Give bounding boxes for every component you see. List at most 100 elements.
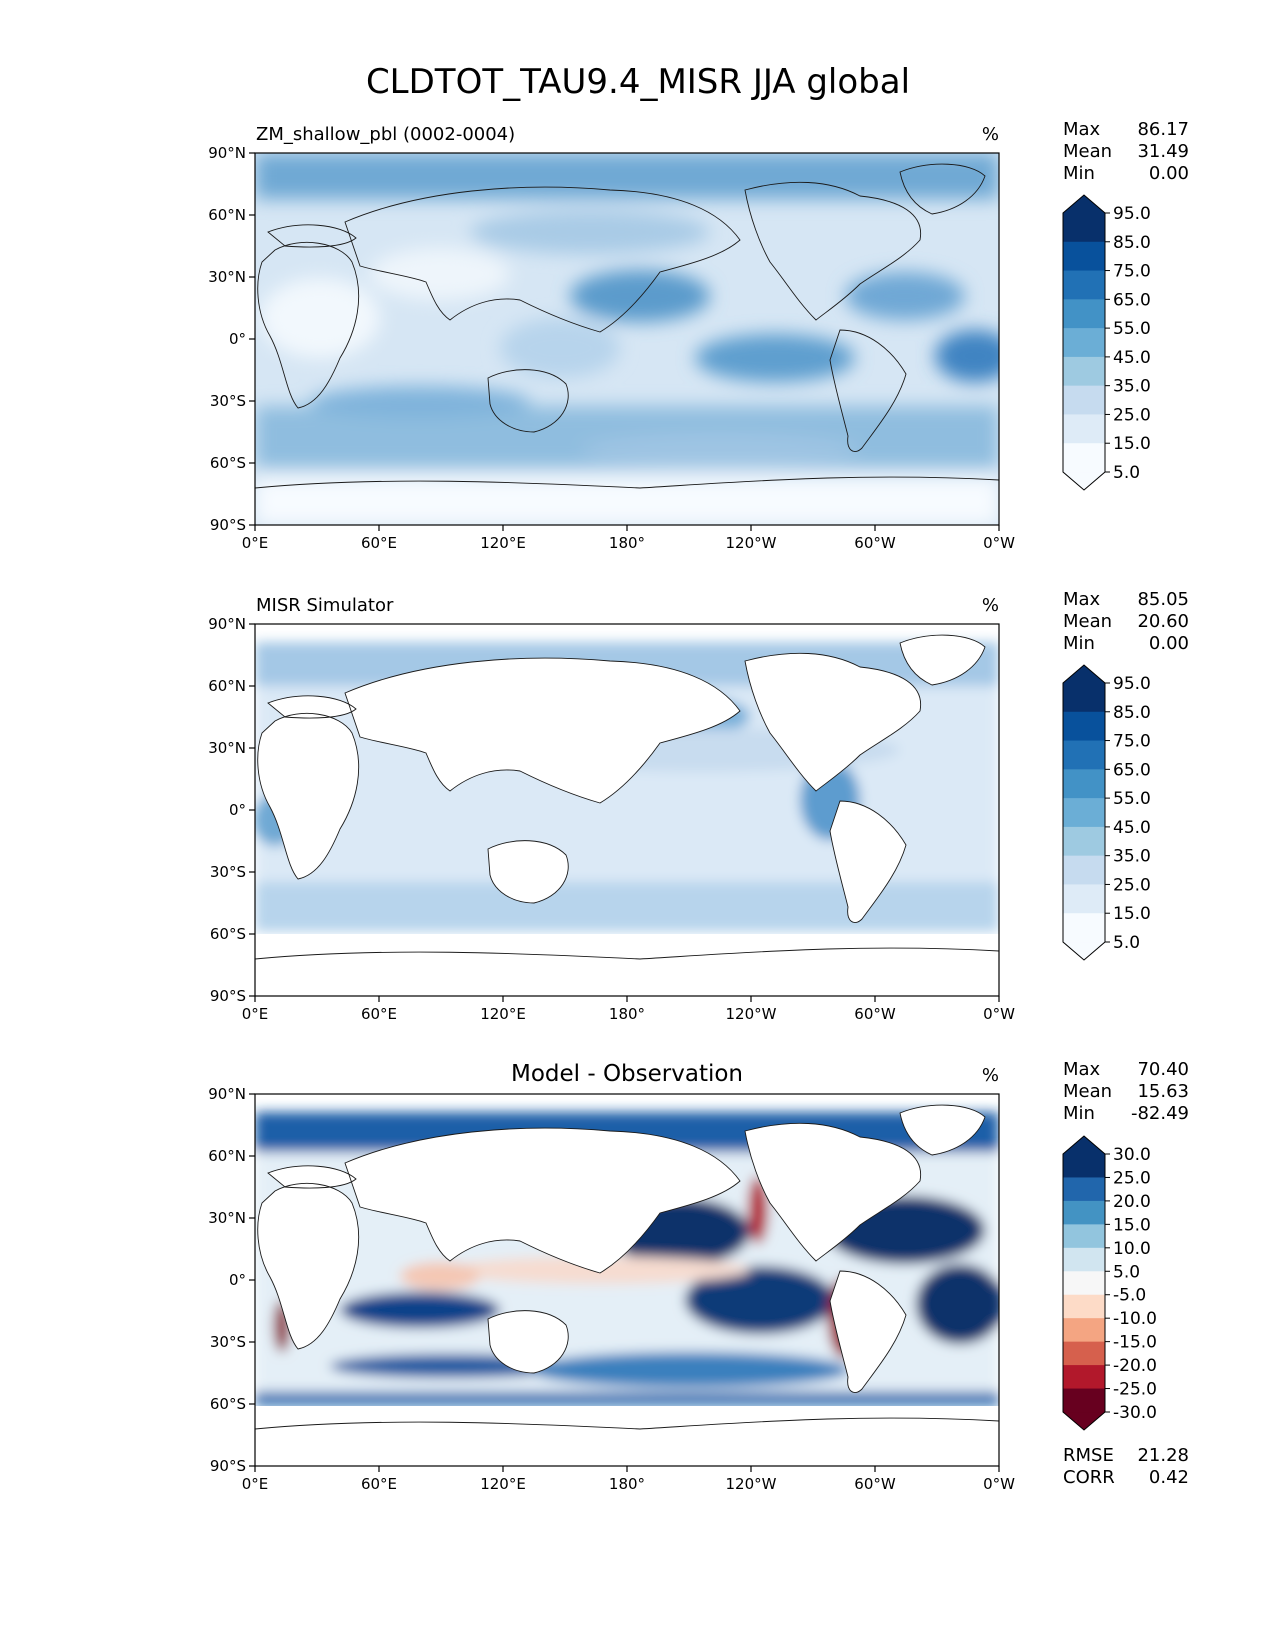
colorbar-segment <box>1063 855 1105 886</box>
stats-difference: Max 70.40 Mean 15.63 Min -82.49 <box>1063 1059 1189 1124</box>
stat-min-value: 0.00 <box>1149 163 1189 184</box>
x-tick-label: 0°W <box>983 534 1015 552</box>
colorbar-tick-label: 15.0 <box>1113 434 1151 454</box>
map-observation <box>255 624 999 996</box>
y-tick-label: 90°N <box>208 144 246 162</box>
colorbar-segment <box>1063 213 1105 243</box>
colorbar-tick-label: 10.0 <box>1113 1239 1151 1259</box>
y-tick-label: 90°S <box>210 1457 246 1475</box>
x-tick-label: 60°E <box>361 534 397 552</box>
colorbar-tick-label: -5.0 <box>1113 1286 1146 1306</box>
colorbar-segment <box>1063 356 1105 387</box>
colorbar-segment <box>1063 1200 1105 1225</box>
colorbar-model: 95.0 85.0 75.0 65.0 55.0 45.0 35.0 25.0 15.0 5.0 <box>1062 194 1151 491</box>
colorbar-segment <box>1063 1247 1105 1272</box>
colorbar-tick-label: 65.0 <box>1113 760 1151 780</box>
y-tick-label: 60°S <box>210 1395 246 1413</box>
colorbar-extend-min <box>1063 472 1105 490</box>
colorbar-segment <box>1063 1365 1105 1390</box>
metrics-difference: RMSE 21.28 CORR 0.42 <box>1063 1445 1189 1488</box>
colorbar-tick-label: 45.0 <box>1113 818 1151 838</box>
colorbar-segment <box>1063 443 1105 473</box>
colorbar-segment <box>1063 1177 1105 1202</box>
stats-model: Max 86.17 Mean 31.49 Min 0.00 <box>1063 119 1189 184</box>
colorbar-tick-label: 30.0 <box>1113 1145 1151 1165</box>
colorbar-tick-label: 95.0 <box>1113 204 1151 224</box>
colorbar-segment <box>1063 241 1105 272</box>
colorbar-extend-max <box>1063 195 1105 213</box>
y-tick-label: 30°N <box>208 739 246 757</box>
stat-min-label: Min <box>1063 633 1095 654</box>
stat-min-value: -82.49 <box>1131 1103 1189 1124</box>
y-axis-difference: 90°N 60°N 30°N 0° 30°S 60°S 90°S <box>208 1085 255 1475</box>
colorbar-tick-label: 5.0 <box>1113 933 1140 953</box>
x-axis-observation: 0°E 60°E 120°E 180° 120°W 60°W 0°W <box>242 996 1015 1023</box>
colorbar-tick-label: 45.0 <box>1113 348 1151 368</box>
panel-title-observation: MISR Simulator <box>256 595 394 616</box>
colorbar-tick-label: 85.0 <box>1113 703 1151 723</box>
stat-mean-label: Mean <box>1063 611 1112 632</box>
colorbar-tick-label: -25.0 <box>1113 1380 1157 1400</box>
x-tick-label: 120°E <box>480 1005 526 1023</box>
colorbar-segment <box>1063 1224 1105 1249</box>
colorbar-segment <box>1063 328 1105 358</box>
colorbar-segment <box>1063 414 1105 444</box>
colorbar-tick-label: -15.0 <box>1113 1333 1157 1353</box>
y-tick-label: 0° <box>229 1271 246 1289</box>
stat-min-label: Min <box>1063 1103 1095 1124</box>
metric-corr-value: 0.42 <box>1149 1467 1189 1488</box>
colorbar-observation: 95.0 85.0 75.0 65.0 55.0 45.0 35.0 25.0 15.0 5.0 <box>1062 664 1151 961</box>
y-axis-model: 90°N 60°N 30°N 0° 30°S 60°S 90°S <box>208 144 255 534</box>
colorbar-segment <box>1063 385 1105 416</box>
stat-mean-value: 15.63 <box>1137 1081 1189 1102</box>
x-axis-model: 0°E 60°E 120°E 180° 120°W 60°W 0°W <box>242 525 1015 552</box>
panel-title-model: ZM_shallow_pbl (0002-0004) <box>256 124 515 145</box>
y-tick-label: 30°N <box>208 1209 246 1227</box>
colorbar-tick-label: 75.0 <box>1113 732 1151 752</box>
colorbar-segment <box>1063 1154 1105 1179</box>
y-tick-label: 30°S <box>210 863 246 881</box>
colorbar-tick-label: 35.0 <box>1113 847 1151 867</box>
colorbar-segment <box>1063 769 1105 799</box>
stats-observation: Max 85.05 Mean 20.60 Min 0.00 <box>1063 589 1189 654</box>
stat-max-value: 85.05 <box>1137 589 1189 610</box>
stat-max-value: 70.40 <box>1137 1059 1189 1080</box>
x-tick-label: 0°W <box>983 1475 1015 1493</box>
units-label-observation: % <box>982 595 999 616</box>
colorbar-difference: 30.0 25.0 20.0 15.0 10.0 5.0 -5.0 -10.0 -15.0 -20… <box>1062 1135 1157 1431</box>
colorbar-tick-label: 25.0 <box>1113 1168 1151 1188</box>
colorbar-segment <box>1063 299 1105 329</box>
colorbar-segment <box>1063 913 1105 943</box>
x-tick-label: 60°E <box>361 1475 397 1493</box>
x-axis-difference: 0°E 60°E 120°E 180° 120°W 60°W 0°W <box>242 1466 1015 1493</box>
colorbar-segment <box>1063 740 1105 770</box>
stat-max-label: Max <box>1063 589 1101 610</box>
x-tick-label: 120°W <box>726 534 777 552</box>
colorbar-tick-label: -20.0 <box>1113 1356 1157 1376</box>
stat-mean-value: 20.60 <box>1137 611 1189 632</box>
metric-rmse-label: RMSE <box>1063 1445 1114 1466</box>
y-tick-label: 90°N <box>208 615 246 633</box>
y-tick-label: 60°S <box>210 925 246 943</box>
stat-max-label: Max <box>1063 1059 1101 1080</box>
x-tick-label: 60°W <box>854 1005 896 1023</box>
x-tick-label: 0°E <box>242 534 269 552</box>
stat-max-value: 86.17 <box>1137 119 1189 140</box>
colorbar-extend-min <box>1063 1412 1105 1430</box>
panel-observation: MISR Simulator % 90°N60°N30°N0°30°S60°S9… <box>208 589 1189 1023</box>
y-tick-label: 60°N <box>208 206 246 224</box>
stat-mean-label: Mean <box>1063 141 1112 162</box>
y-tick-label: 90°S <box>210 516 246 534</box>
colorbar-segment <box>1063 1294 1105 1319</box>
colorbar-segment <box>1063 1341 1105 1366</box>
stat-mean-value: 31.49 <box>1137 141 1189 162</box>
x-tick-label: 120°E <box>480 534 526 552</box>
x-tick-label: 0°E <box>242 1005 269 1023</box>
panel-model: ZM_shallow_pbl (0002-0004) % 90°N 60°N 30°… <box>208 119 1189 552</box>
colorbar-tick-label: 15.0 <box>1113 904 1151 924</box>
colorbar-tick-label: 55.0 <box>1113 319 1151 339</box>
y-axis-observation: 90°N 60°N 30°N 0° 30°S 60°S 90°S <box>208 615 255 1005</box>
y-tick-label: 30°S <box>210 392 246 410</box>
colorbar-tick-label: 15.0 <box>1113 1215 1151 1235</box>
